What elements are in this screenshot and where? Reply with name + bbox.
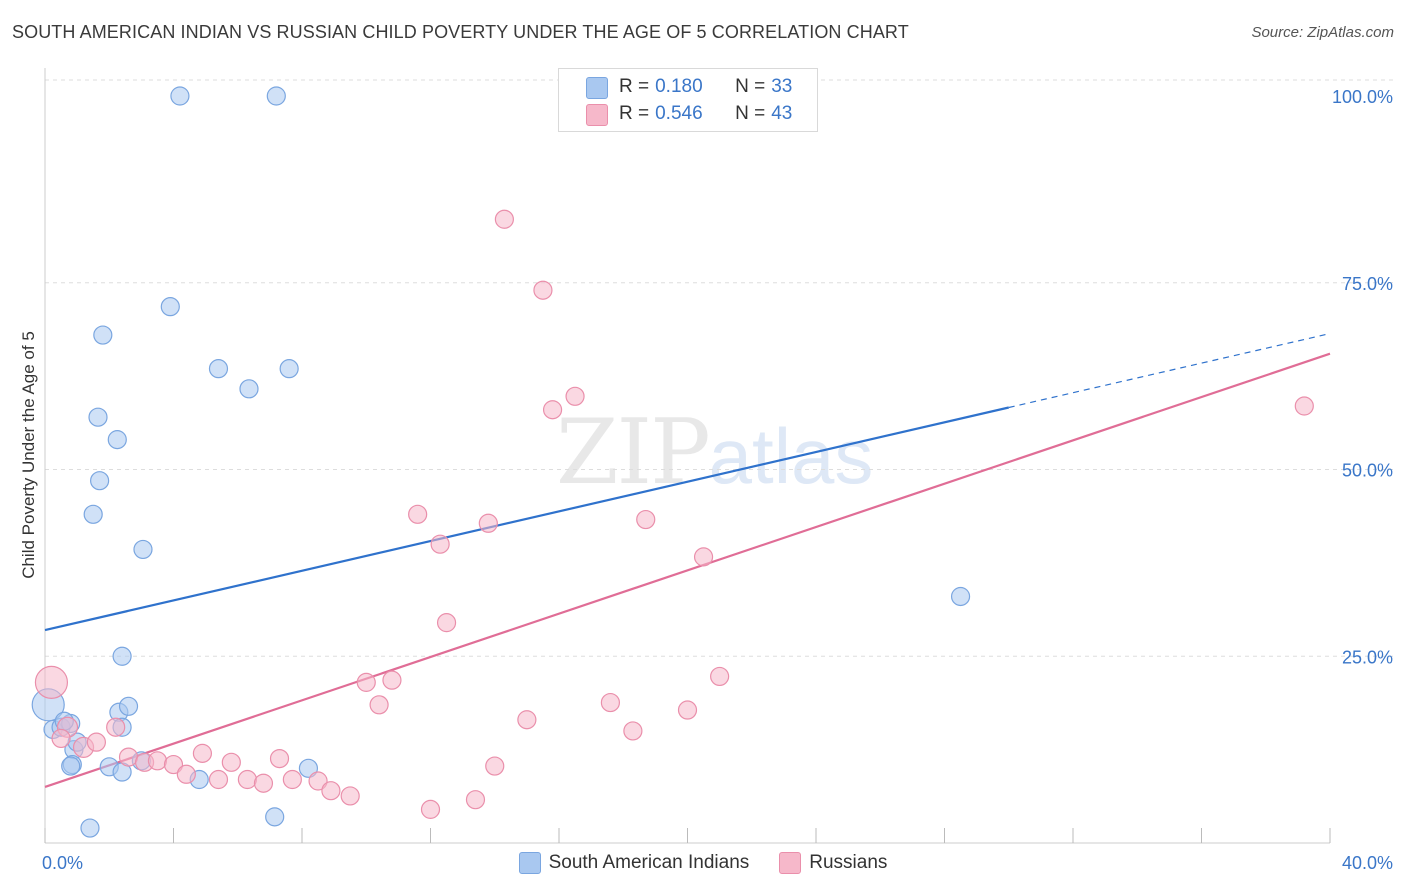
russian-point	[118, 747, 139, 767]
russian-point	[430, 534, 450, 554]
tick-labels: 25.0% 50.0% 75.0% 100.0% 0.0% 40.0%	[42, 87, 1393, 873]
russian-point	[308, 771, 328, 791]
south-american-indian-point	[90, 471, 110, 491]
south-american-indian-point	[107, 430, 127, 450]
stats-row-russians: R = 0.546 N = 43	[586, 103, 793, 126]
russian-point	[340, 786, 360, 806]
pink-swatch	[586, 104, 608, 126]
russian-point	[636, 509, 656, 530]
legend-label: South American Indians	[548, 852, 750, 873]
chart-source: Source: ZipAtlas.com	[1251, 24, 1394, 41]
russian-point	[485, 756, 505, 776]
n-label: N =	[735, 76, 766, 97]
russian-point	[494, 209, 514, 229]
russian-point	[623, 721, 643, 741]
russian-point	[565, 386, 585, 406]
russian-point	[356, 672, 376, 692]
russian-point	[677, 700, 698, 720]
russian-point	[478, 513, 498, 533]
russian-point	[221, 752, 241, 772]
legend-swatch-pink	[779, 852, 802, 874]
south-american-indian-point	[160, 297, 180, 317]
russian-point	[86, 732, 107, 752]
south-american-indian-point	[112, 646, 132, 666]
r-label: R =	[619, 76, 650, 97]
y-tick-label: 75.0%	[1342, 274, 1393, 294]
y-axis-label: Child Poverty Under the Age of 5	[19, 331, 38, 579]
russian-point	[710, 666, 730, 687]
russian-point	[693, 547, 714, 567]
south-american-indian-point	[239, 379, 259, 399]
blue-swatch	[586, 77, 608, 99]
russian-point	[106, 717, 126, 737]
south-american-indian-point	[170, 86, 190, 106]
south-american-indian-point	[208, 359, 229, 379]
n-value: 43	[771, 103, 793, 124]
russian-point	[147, 751, 168, 771]
russian-point	[51, 728, 71, 749]
south-american-indian-point	[61, 756, 81, 776]
data-points	[31, 86, 1314, 838]
watermark-atlas: atlas	[708, 412, 874, 500]
watermark-zip: ZIP	[556, 400, 711, 505]
south-american-indian-point	[950, 586, 971, 607]
russian-point	[208, 769, 229, 790]
south-american-indian-point	[80, 818, 100, 838]
n-label: N =	[735, 103, 766, 124]
russian-point	[282, 769, 302, 790]
watermark: ZIPatlas	[556, 400, 873, 505]
r-value: 0.180	[655, 76, 703, 97]
russian-point	[436, 613, 457, 633]
stats-legend: R = 0.180 N = 33 R = 0.546 N = 43	[558, 68, 818, 132]
russian-point	[420, 799, 441, 819]
r-value: 0.546	[655, 103, 703, 124]
stats-row-south-american-indians: R = 0.180 N = 33	[586, 76, 793, 99]
south-american-indian-point	[279, 359, 299, 379]
russian-point	[321, 781, 341, 801]
legend-item-south-american-indians[interactable]: South American Indians	[518, 852, 750, 874]
russian-point	[542, 400, 563, 420]
south-american-indian-point	[265, 807, 285, 827]
chart-legend: South American Indians Russians	[0, 852, 1406, 874]
russian-point	[382, 670, 402, 690]
south-american-indian-point	[88, 407, 108, 427]
x-tick-label: 40.0%	[1342, 853, 1393, 873]
y-tick-label: 50.0%	[1342, 461, 1393, 481]
russian-point	[237, 769, 257, 790]
x-tick-label: 0.0%	[42, 853, 83, 873]
russian-point	[269, 748, 290, 769]
russian-point	[192, 743, 213, 763]
legend-item-russians[interactable]: Russians	[779, 852, 887, 874]
legend-swatch-blue	[518, 852, 541, 874]
russian-point	[465, 790, 486, 810]
gridlines	[45, 79, 1393, 657]
russian-point	[1294, 396, 1314, 416]
russian-point	[517, 710, 537, 730]
y-tick-label: 25.0%	[1342, 647, 1393, 667]
trend-lines	[44, 332, 1331, 789]
south-american-indian-point	[266, 86, 286, 106]
r-label: R =	[619, 103, 650, 124]
russian-point	[369, 695, 389, 715]
n-value: 33	[771, 76, 793, 97]
y-tick-label: 100.0%	[1332, 87, 1393, 107]
south-american-indian-point	[83, 504, 103, 524]
axes	[44, 68, 1331, 844]
legend-label: Russians	[809, 852, 888, 873]
russian-point	[253, 773, 274, 793]
south-american-indian-point	[118, 696, 139, 716]
russian-point	[176, 764, 196, 784]
trendline-russians	[44, 352, 1331, 789]
russian-point	[533, 280, 553, 300]
russian-point	[163, 754, 184, 775]
south-american-indian-point	[298, 758, 319, 778]
russian-point	[408, 504, 428, 524]
south-american-indian-point	[133, 539, 153, 560]
trendline-south-american-indians	[44, 406, 1009, 632]
russian-point	[600, 692, 621, 713]
south-american-indian-point	[93, 325, 113, 345]
chart-title: SOUTH AMERICAN INDIAN VS RUSSIAN CHILD P…	[12, 22, 909, 42]
russian-point	[34, 665, 69, 699]
